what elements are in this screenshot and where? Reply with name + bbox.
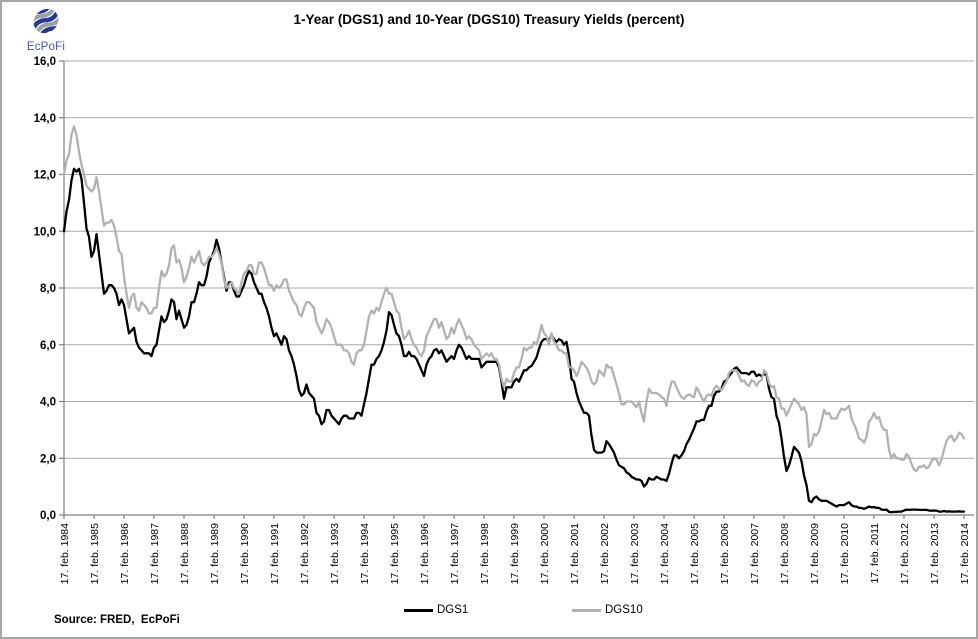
x-tick-label: 17. feb. 2000 [539,523,551,584]
x-tick-label: 17. feb. 1989 [209,523,221,584]
ecpofi-logo: EcPoFi [14,3,78,53]
legend-item-dgs1: DGS1 [404,603,468,617]
x-tick-label: 17. feb. 1997 [449,523,461,584]
x-tick-label: 17. feb. 2011 [869,523,881,584]
x-tick-label: 17. feb. 1998 [479,523,491,584]
ecpofi-logo-icon [28,3,64,39]
x-tick-label: 17. feb. 1995 [389,523,401,584]
y-tick-label: 8,0 [40,283,56,295]
x-tick-label: 17. feb. 1988 [179,523,191,584]
x-tick-label: 17. feb. 1990 [239,523,251,584]
x-tick-label: 17. feb. 2013 [929,523,941,584]
y-tick-label: 2,0 [40,453,56,465]
x-tick-label: 17. feb. 2002 [599,523,611,584]
x-tick-label: 17. feb. 2009 [809,523,821,584]
x-tick-label: 17. feb. 1996 [419,523,431,584]
dgs10-line-swatch [572,608,601,612]
x-tick-label: 17. feb. 2008 [779,523,791,584]
legend-item-dgs10: DGS10 [572,603,643,617]
x-tick-label: 17. feb. 2014 [959,523,971,584]
series-line-DGS10 [62,125,966,473]
y-tick-label: 12,0 [34,170,56,182]
x-tick-label: 17. feb. 1986 [119,523,131,584]
source-note: Source: FRED, EcPoFi [54,614,180,626]
x-tick-label: 17. feb. 1985 [89,523,101,584]
x-tick-label: 17. feb. 2004 [659,523,671,584]
x-tick-label: 17. feb. 1984 [59,523,71,584]
series-line-DGS1 [62,167,966,514]
y-tick-label: 14,0 [34,113,56,125]
legend-label-dgs10: DGS10 [605,604,643,616]
y-tick-label: 0,0 [40,510,56,522]
x-tick-label: 17. feb. 2003 [629,523,641,584]
x-tick-label: 17. feb. 2005 [689,523,701,584]
x-tick-label: 17. feb. 1991 [269,523,281,584]
x-tick-label: 17. feb. 1992 [299,523,311,584]
x-tick-label: 17. feb. 2010 [839,523,851,584]
y-tick-label: 4,0 [40,397,56,409]
x-tick-label: 17. feb. 1994 [359,523,371,584]
dgs1-line-swatch [404,608,433,612]
x-tick-label: 17. feb. 1999 [509,523,521,584]
legend-label-dgs1: DGS1 [437,604,469,616]
y-tick-label: 6,0 [40,340,56,352]
x-tick-label: 17. feb. 2001 [569,523,581,584]
x-tick-label: 17. feb. 2007 [749,523,761,584]
x-tick-label: 17. feb. 1987 [149,523,161,584]
x-tick-label: 17. feb. 1993 [329,523,341,584]
chart-title: 1-Year (DGS1) and 10-Year (DGS10) Treasu… [293,12,685,27]
x-tick-label: 17. feb. 2006 [719,523,731,584]
x-tick-label: 17. feb. 2012 [899,523,911,584]
y-tick-label: 10,0 [34,226,56,238]
ecpofi-logo-text: EcPoFi [26,41,66,53]
y-tick-label: 16,0 [34,56,56,68]
